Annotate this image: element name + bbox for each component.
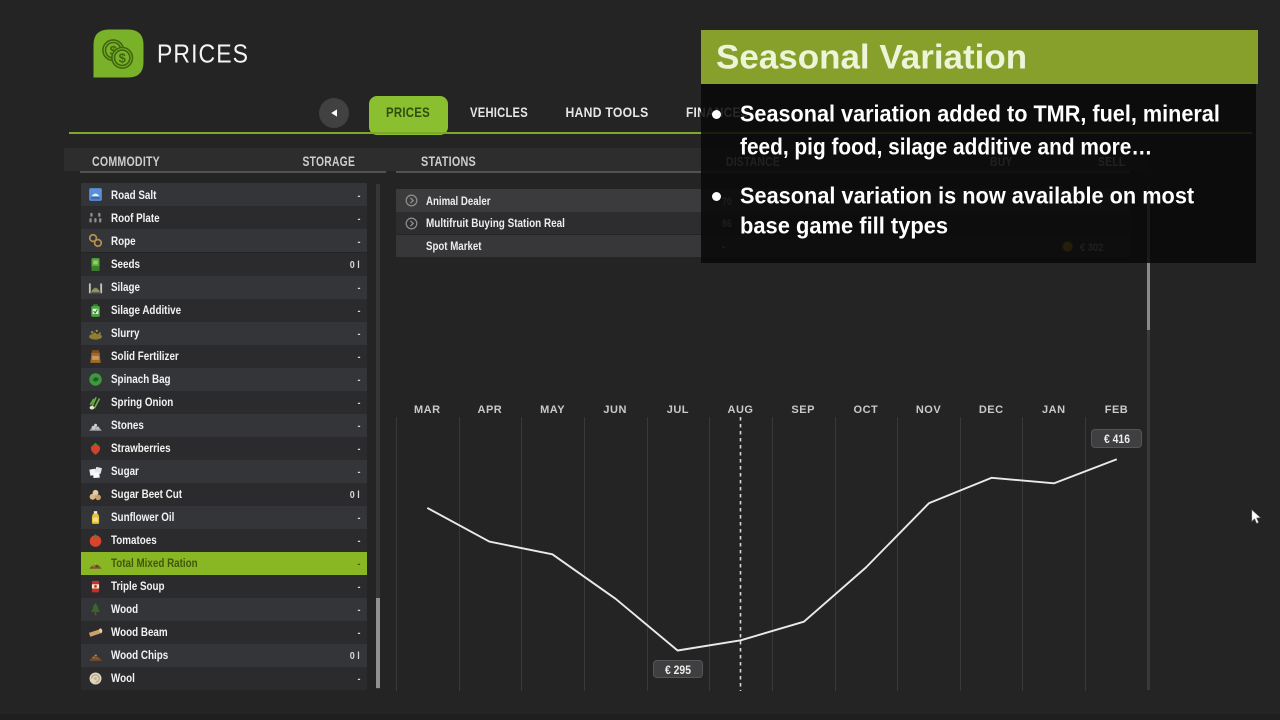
svg-text:$: $: [109, 43, 117, 58]
svg-text:$: $: [118, 51, 126, 66]
